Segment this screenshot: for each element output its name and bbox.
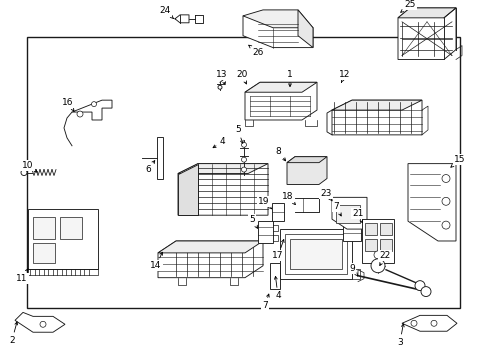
Bar bbox=[157, 137, 163, 179]
Text: 19: 19 bbox=[258, 197, 271, 209]
Text: 13: 13 bbox=[216, 70, 227, 85]
Text: 15: 15 bbox=[450, 155, 465, 167]
Polygon shape bbox=[331, 197, 366, 229]
Text: 7: 7 bbox=[332, 202, 341, 216]
Bar bbox=[364, 223, 376, 235]
Polygon shape bbox=[158, 241, 263, 278]
Text: 16: 16 bbox=[62, 98, 74, 111]
Circle shape bbox=[414, 281, 424, 291]
Polygon shape bbox=[407, 164, 455, 241]
Circle shape bbox=[441, 221, 449, 229]
Circle shape bbox=[218, 85, 222, 89]
Polygon shape bbox=[15, 312, 65, 332]
Text: 6: 6 bbox=[145, 161, 154, 174]
Polygon shape bbox=[280, 229, 351, 279]
Bar bbox=[258, 221, 272, 243]
Circle shape bbox=[77, 111, 83, 117]
Circle shape bbox=[410, 320, 416, 326]
Bar bbox=[289, 239, 341, 269]
Circle shape bbox=[241, 157, 246, 162]
Polygon shape bbox=[158, 241, 263, 253]
Circle shape bbox=[40, 321, 46, 327]
Text: 2: 2 bbox=[9, 322, 18, 345]
Polygon shape bbox=[178, 164, 267, 174]
Text: 5: 5 bbox=[248, 215, 257, 228]
Text: 4: 4 bbox=[213, 137, 224, 148]
Circle shape bbox=[241, 142, 246, 147]
Polygon shape bbox=[243, 16, 312, 48]
Polygon shape bbox=[361, 219, 393, 263]
Bar bbox=[27, 37, 459, 308]
Text: 22: 22 bbox=[379, 251, 390, 265]
Text: 3: 3 bbox=[396, 324, 404, 347]
Polygon shape bbox=[331, 100, 421, 135]
Bar bbox=[379, 239, 391, 251]
Bar bbox=[364, 239, 376, 251]
Polygon shape bbox=[178, 164, 267, 215]
Bar bbox=[269, 263, 280, 289]
Circle shape bbox=[441, 175, 449, 183]
Circle shape bbox=[373, 251, 381, 259]
Text: 21: 21 bbox=[351, 209, 363, 223]
Text: 25: 25 bbox=[400, 0, 415, 12]
Polygon shape bbox=[244, 82, 316, 92]
Text: 14: 14 bbox=[150, 252, 162, 270]
Circle shape bbox=[91, 102, 96, 107]
Circle shape bbox=[370, 259, 384, 273]
Polygon shape bbox=[243, 10, 312, 28]
Text: 17: 17 bbox=[272, 239, 284, 260]
Bar bbox=[285, 234, 346, 274]
Polygon shape bbox=[72, 100, 112, 120]
Bar bbox=[379, 223, 391, 235]
Text: 7: 7 bbox=[262, 294, 269, 310]
Text: 12: 12 bbox=[339, 70, 350, 82]
Circle shape bbox=[241, 167, 246, 172]
Text: 20: 20 bbox=[236, 70, 247, 84]
Polygon shape bbox=[178, 164, 198, 215]
Polygon shape bbox=[244, 82, 316, 120]
Polygon shape bbox=[297, 10, 312, 48]
Polygon shape bbox=[397, 8, 455, 59]
Bar bbox=[271, 203, 284, 221]
Text: 1: 1 bbox=[286, 70, 292, 86]
Polygon shape bbox=[397, 8, 455, 18]
Bar bbox=[342, 213, 360, 241]
Circle shape bbox=[420, 287, 430, 297]
Circle shape bbox=[21, 170, 27, 176]
Text: 9: 9 bbox=[348, 264, 357, 276]
Bar bbox=[33, 243, 55, 263]
Polygon shape bbox=[286, 157, 326, 163]
Circle shape bbox=[441, 197, 449, 205]
Text: 23: 23 bbox=[320, 189, 331, 201]
Text: 24: 24 bbox=[159, 6, 173, 18]
Text: 8: 8 bbox=[275, 147, 285, 161]
Bar bbox=[33, 217, 55, 239]
Polygon shape bbox=[28, 209, 98, 269]
Text: 11: 11 bbox=[16, 269, 28, 283]
Text: 18: 18 bbox=[282, 192, 295, 204]
Text: 10: 10 bbox=[22, 161, 37, 172]
Bar bbox=[60, 217, 82, 239]
Polygon shape bbox=[331, 100, 421, 110]
Polygon shape bbox=[401, 315, 456, 331]
Text: 5: 5 bbox=[235, 125, 243, 143]
Text: 26: 26 bbox=[248, 45, 263, 57]
Circle shape bbox=[430, 320, 436, 326]
Bar bbox=[335, 205, 359, 223]
Polygon shape bbox=[286, 157, 326, 184]
Text: 4: 4 bbox=[274, 276, 280, 300]
